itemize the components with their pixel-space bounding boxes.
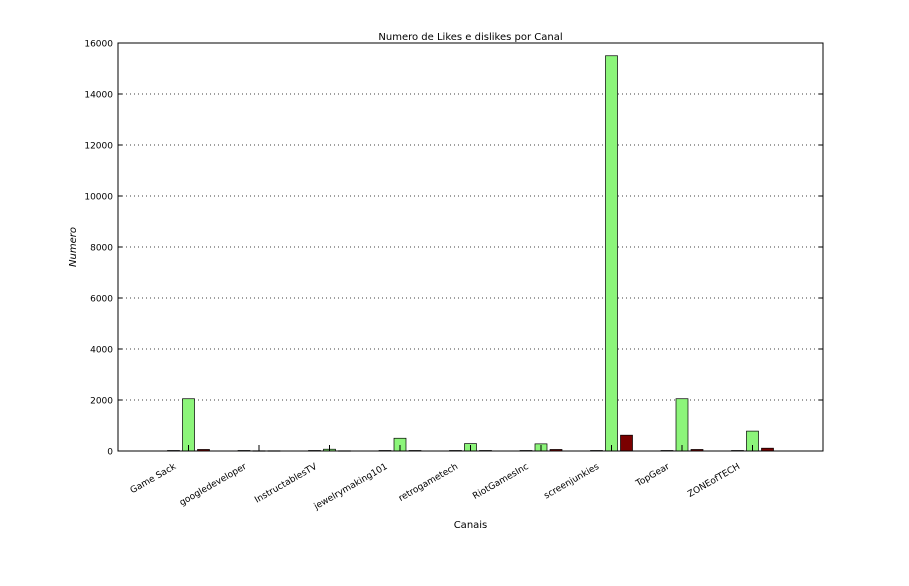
grid-layer bbox=[118, 93, 823, 401]
chart-title: Numero de Likes e dislikes por Canal bbox=[378, 32, 562, 43]
x-tick-label: ZONEofTECH bbox=[686, 462, 742, 500]
x-tick-label: jewelrymaking101 bbox=[312, 462, 390, 513]
x-tick-label: RiotGamesInc bbox=[471, 462, 530, 502]
x-tick-label: Game Sack bbox=[129, 462, 179, 497]
y-tick-label: 14000 bbox=[84, 91, 113, 101]
y-tick-label: 12000 bbox=[84, 142, 113, 152]
x-tick-label: TopGear bbox=[634, 462, 672, 490]
bar bbox=[605, 55, 618, 452]
y-tick-label: 8000 bbox=[90, 244, 113, 254]
bar bbox=[182, 398, 195, 452]
x-tick-label: retrogametech bbox=[397, 462, 460, 504]
y-tick-label: 6000 bbox=[90, 295, 113, 305]
ticks-layer: 0 2000 4000 6000 8000 10000 12000 14000 16000 Gam… bbox=[84, 40, 823, 513]
y-axis-label: Numero bbox=[68, 227, 79, 267]
bar bbox=[620, 434, 633, 452]
x-axis-label: Canais bbox=[454, 520, 488, 531]
y-tick-label: 10000 bbox=[84, 193, 113, 203]
x-tick-label: InstructablesTV bbox=[253, 462, 319, 506]
y-tick-label: 4000 bbox=[90, 346, 113, 356]
x-tick-label: googledeveloper bbox=[178, 462, 249, 509]
y-tick-label: 16000 bbox=[84, 40, 113, 50]
plot-frame bbox=[117, 42, 824, 452]
y-tick-label: 0 bbox=[107, 448, 113, 458]
bar bbox=[675, 398, 689, 452]
bars-layer bbox=[167, 55, 774, 452]
x-tick-label: screenjunkies bbox=[543, 462, 602, 502]
y-tick-label: 2000 bbox=[90, 397, 113, 407]
